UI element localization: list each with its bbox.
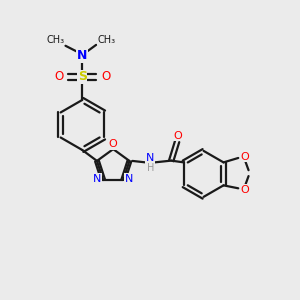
Text: O: O (173, 130, 182, 141)
Text: N: N (77, 49, 88, 62)
Text: N: N (146, 153, 154, 163)
Text: O: O (240, 185, 249, 195)
Text: CH₃: CH₃ (47, 35, 65, 45)
Text: N: N (125, 173, 133, 184)
Text: O: O (101, 70, 110, 83)
Text: S: S (78, 70, 87, 83)
Text: O: O (109, 139, 118, 149)
Text: O: O (54, 70, 63, 83)
Text: N: N (93, 173, 101, 184)
Text: H: H (147, 163, 154, 173)
Text: O: O (240, 152, 249, 161)
Text: CH₃: CH₃ (98, 34, 116, 45)
